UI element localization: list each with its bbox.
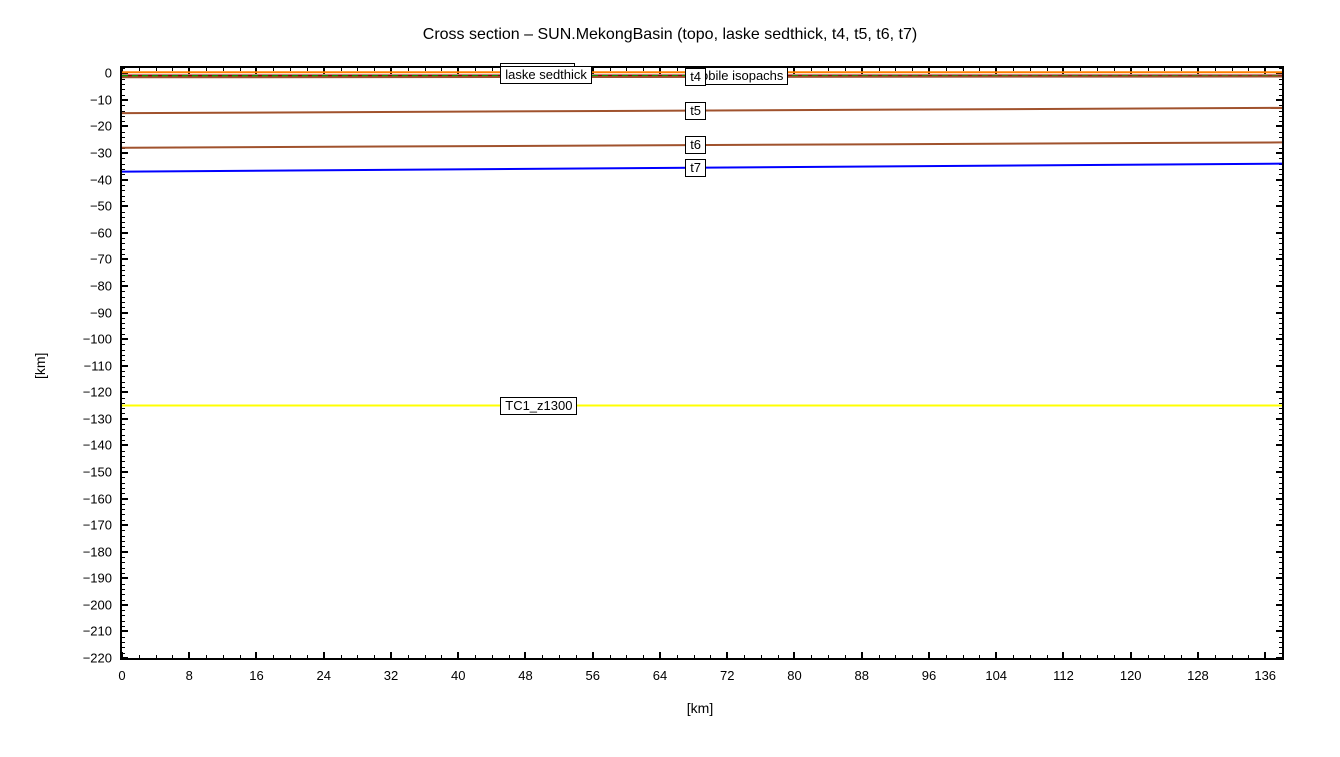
- y-tick-label: −100: [83, 332, 112, 347]
- x-tick-label: 72: [720, 668, 734, 683]
- y-tick-label: −180: [83, 544, 112, 559]
- x-tick-label: 24: [317, 668, 331, 683]
- series-label-t4: t4: [685, 68, 706, 86]
- y-tick-label: −70: [90, 252, 112, 267]
- y-tick-label: −190: [83, 571, 112, 586]
- y-tick-label: −220: [83, 651, 112, 666]
- y-tick-label: −170: [83, 518, 112, 533]
- x-tick-label: 56: [585, 668, 599, 683]
- y-tick-label: −110: [84, 358, 112, 373]
- y-tick-label: −130: [83, 411, 112, 426]
- y-axis-label: [km]: [32, 353, 48, 379]
- y-tick-label: −60: [90, 225, 112, 240]
- y-tick-label: −150: [83, 464, 112, 479]
- x-tick-label: 96: [922, 668, 936, 683]
- x-tick-label: 136: [1254, 668, 1276, 683]
- plot-area: 0−10−20−30−40−50−60−70−80−90−100−110−120…: [120, 66, 1284, 660]
- x-tick-label: 128: [1187, 668, 1209, 683]
- x-tick-label: 0: [118, 668, 125, 683]
- cross-section-chart: Cross section – SUN.MekongBasin (topo, l…: [0, 0, 1340, 757]
- x-tick-label: 88: [854, 668, 868, 683]
- y-tick-label: −210: [83, 624, 112, 639]
- x-tick-label: 40: [451, 668, 465, 683]
- x-axis-label: [km]: [120, 700, 1280, 716]
- x-tick-label: 48: [518, 668, 532, 683]
- y-tick-label: −200: [83, 597, 112, 612]
- y-tick-label: 0: [105, 66, 112, 81]
- chart-title: Cross section – SUN.MekongBasin (topo, l…: [0, 26, 1340, 44]
- x-tick-label: 32: [384, 668, 398, 683]
- y-tick-label: −20: [90, 119, 112, 134]
- x-tick-label: 112: [1053, 668, 1074, 683]
- y-tick-label: −40: [90, 172, 112, 187]
- x-tick-label: 64: [653, 668, 667, 683]
- y-tick-label: −160: [83, 491, 112, 506]
- y-tick-label: −90: [90, 305, 112, 320]
- x-tick-label: 120: [1120, 668, 1142, 683]
- y-tick-label: −80: [90, 278, 112, 293]
- series-label-laske_sedthick: laske sedthick: [500, 66, 592, 84]
- y-tick-label: −30: [90, 146, 112, 161]
- x-tick-label: 8: [186, 668, 193, 683]
- series-label-TC1_z1300: TC1_z1300: [500, 397, 577, 415]
- series-label-t6: t6: [685, 136, 706, 154]
- series-label-t7: t7: [685, 159, 706, 177]
- x-tick-label: 104: [985, 668, 1007, 683]
- y-tick-label: −140: [83, 438, 112, 453]
- y-tick-label: −50: [90, 199, 112, 214]
- x-tick-label: 16: [249, 668, 263, 683]
- series-label-t5: t5: [685, 102, 706, 120]
- y-tick-label: −10: [90, 92, 112, 107]
- y-tick-label: −120: [83, 385, 112, 400]
- x-tick-label: 80: [787, 668, 801, 683]
